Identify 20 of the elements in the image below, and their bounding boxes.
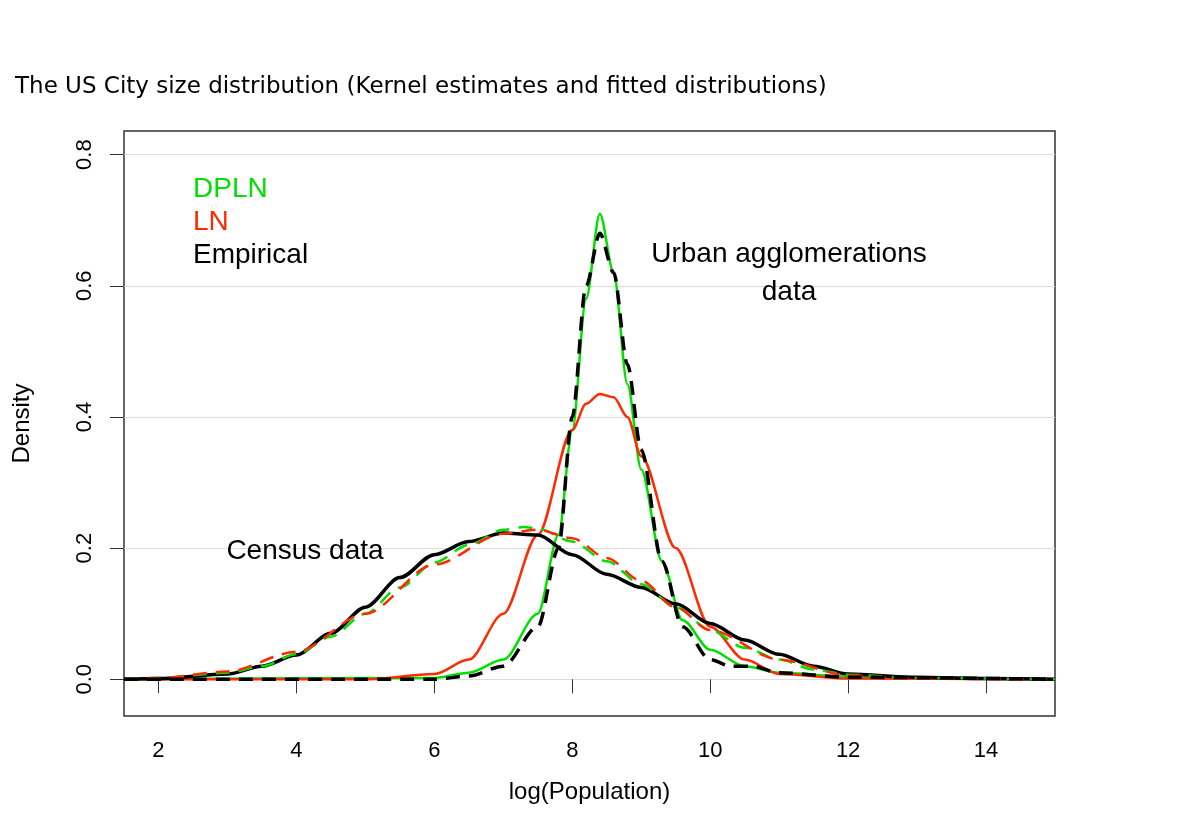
y-tick-label: 0.8 <box>70 139 96 170</box>
x-tick-label: 6 <box>428 736 441 762</box>
text: LN <box>193 204 229 236</box>
y-tick-label: 0.2 <box>70 532 96 564</box>
x-tick-label: 14 <box>973 736 999 762</box>
y-tick-label: 0.4 <box>70 401 96 433</box>
y-axis-title: Density <box>6 383 34 464</box>
annotation: Census data <box>226 533 385 565</box>
x-tick-label: 12 <box>835 736 861 762</box>
x-tick-label: 2 <box>152 736 165 762</box>
annotation: Urban agglomerations data <box>651 236 927 306</box>
y-tick-label: 0.6 <box>70 270 96 302</box>
text: Empirical <box>193 237 309 269</box>
x-tick-label: 4 <box>290 736 303 762</box>
chart-title: The US City size distribution (Kernel estimates and fitted distributions) <box>14 71 827 98</box>
x-tick-label: 10 <box>697 736 723 762</box>
x-axis-title: log(Population) <box>508 776 671 804</box>
text: DPLN <box>193 171 268 203</box>
x-tick-label: 8 <box>566 736 579 762</box>
y-tick-label: 0.0 <box>70 663 96 695</box>
